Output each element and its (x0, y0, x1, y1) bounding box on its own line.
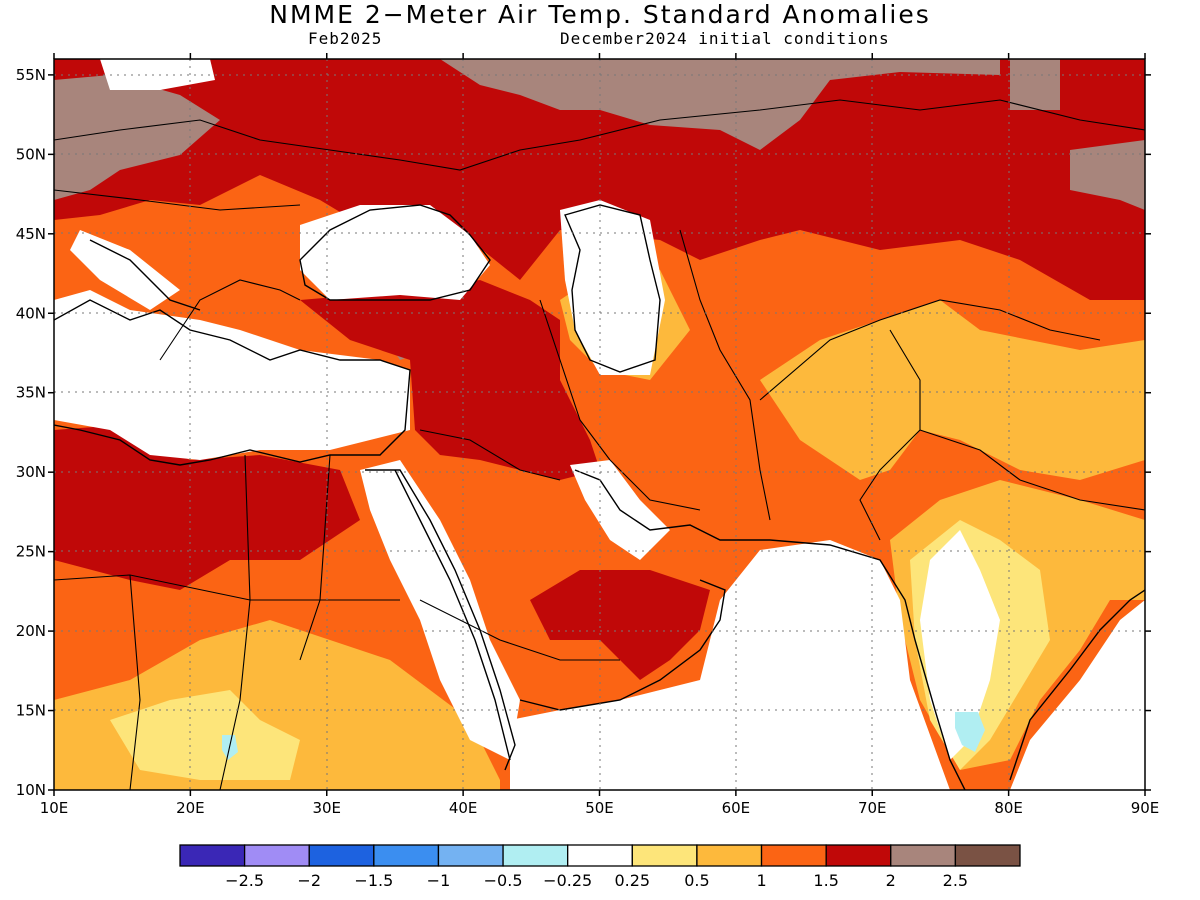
anomaly-region-red-mideast (300, 280, 600, 480)
colorbar-label: −0.5 (484, 871, 523, 890)
lon-tick-label: 70E (858, 799, 887, 817)
lon-tick-label: 50E (585, 799, 614, 817)
country-borders (54, 99, 1145, 790)
map-title: NMME 2−Meter Air Temp. Standard Anomalie… (269, 0, 931, 29)
anomaly-region-brown-west (54, 75, 220, 200)
lat-tick-label: 15N (16, 702, 46, 720)
colorbar-label: −2.5 (225, 871, 264, 890)
latitude-axis: 10N 15N 20N 25N 30N 35N 40N 45N 50N 55N (16, 66, 1151, 799)
near-normal-bay-of-bengal (1010, 600, 1145, 790)
coastlines (54, 204, 1145, 790)
lon-tick-label: 40E (449, 799, 478, 817)
lat-tick-label: 25N (16, 543, 46, 561)
lon-tick-label: 60E (722, 799, 751, 817)
near-normal-arabian-sea (510, 540, 950, 790)
colorbar-label: 0.25 (614, 871, 650, 890)
lat-tick-label: 50N (16, 145, 46, 163)
colorbar-label: 0.5 (684, 871, 709, 890)
colorbar-swatch (373, 844, 440, 867)
colorbar-swatch (825, 844, 892, 867)
gridlines (54, 59, 1145, 790)
anomaly-region-red-arabia (530, 570, 710, 680)
initial-conditions: December2024 initial conditions (560, 29, 890, 48)
near-normal-adriatic (70, 230, 180, 310)
colorbar-label: 2 (886, 871, 896, 890)
lat-tick-label: 10N (16, 781, 46, 799)
forecast-month: Feb2025 (308, 29, 383, 48)
anomaly-region-yellow-africa (110, 690, 300, 780)
anomaly-field (54, 59, 1145, 790)
near-normal-black-sea (300, 205, 490, 300)
colorbar-swatch (696, 844, 763, 867)
colorbar-swatch (954, 844, 1021, 867)
anomaly-region-lightblue-india (955, 712, 985, 752)
colorbar-swatch (631, 844, 698, 867)
anomaly-region-lightorange-central (760, 300, 1145, 480)
anomaly-region-brown-northeast (1010, 59, 1145, 210)
colorbar: −2.5 −2 −1.5 −1 −0.5 −0.25 0.25 0.5 1 1.5 2 2.5 (179, 844, 1021, 890)
lon-tick-label: 20E (176, 799, 205, 817)
lon-tick-label: 90E (1131, 799, 1160, 817)
colorbar-label: 1.5 (813, 871, 838, 890)
colorbar-label: −0.25 (543, 871, 592, 890)
lat-tick-label: 20N (16, 622, 46, 640)
colorbar-label: −2 (297, 871, 321, 890)
near-normal-caspian (560, 200, 665, 375)
colorbar-label: −1.5 (354, 871, 393, 890)
lat-tick-label: 55N (16, 66, 46, 84)
longitude-axis: 10E 20E 30E 40E 50E 60E 70E 80E 90E (40, 53, 1160, 817)
colorbar-swatch (437, 844, 504, 867)
near-normal-india-south (920, 530, 1000, 760)
anomaly-region-brown-north (440, 59, 1000, 150)
colorbar-label: 2.5 (943, 871, 968, 890)
anomaly-region-red-africa (54, 425, 360, 590)
lat-tick-label: 45N (16, 225, 46, 243)
colorbar-swatch (567, 844, 633, 867)
lon-tick-label: 10E (40, 799, 69, 817)
colorbar-swatch (760, 844, 827, 867)
lon-tick-label: 30E (312, 799, 341, 817)
near-normal-mediterranean (54, 290, 410, 460)
lat-tick-label: 40N (16, 304, 46, 322)
colorbar-swatch (243, 844, 310, 867)
colorbar-swatch (179, 844, 246, 867)
colorbar-swatch (308, 844, 375, 867)
colorbar-label: −1 (427, 871, 451, 890)
near-normal-northwest (100, 59, 215, 90)
colorbar-label: 1 (756, 871, 766, 890)
lat-tick-label: 30N (16, 463, 46, 481)
colorbar-swatch (502, 844, 569, 867)
lon-tick-label: 80E (994, 799, 1023, 817)
lat-tick-label: 35N (16, 384, 46, 402)
colorbar-swatch (890, 844, 957, 867)
